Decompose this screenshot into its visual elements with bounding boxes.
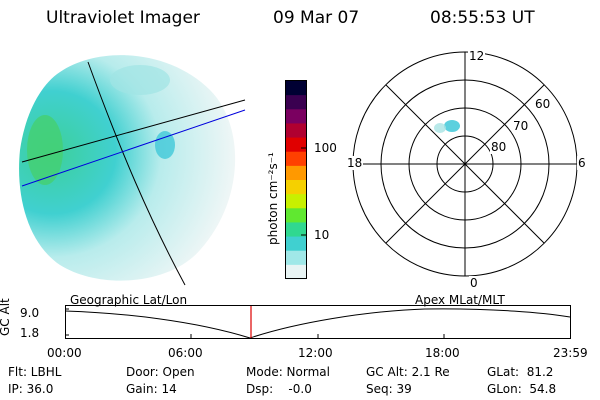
polar-aurora-spot xyxy=(444,120,460,132)
apex-line xyxy=(21,109,246,187)
timeline-y-tick-top: 9.0 xyxy=(20,306,40,320)
colorbar-segment xyxy=(286,95,306,110)
terminator-line xyxy=(87,61,186,286)
timeline-x-tick-0600: 06:00 xyxy=(168,346,203,360)
colorbar-segment xyxy=(286,250,306,266)
info-door: Door: Open xyxy=(126,365,195,379)
colorbar-segment xyxy=(286,109,306,124)
colorbar-segment xyxy=(286,137,306,153)
time-label: 08:55:53 UT xyxy=(430,8,535,28)
colorbar-segment xyxy=(286,123,306,139)
polar-label-6: 6 xyxy=(577,156,587,170)
uv-emission-image xyxy=(19,55,236,281)
info-filter: Flt: LBHL xyxy=(8,365,62,379)
timeline-x-tick-1200: 12:00 xyxy=(298,346,333,360)
timeline-y-tick-bottom: 1.8 xyxy=(20,326,40,340)
polar-label-12: 12 xyxy=(468,49,486,63)
colorbar-segment xyxy=(286,194,306,209)
geo-line xyxy=(21,99,246,163)
polar-label-80: 80 xyxy=(490,140,508,154)
timeline-left-title: Geographic Lat/Lon xyxy=(70,293,188,307)
colorbar-segment xyxy=(286,165,306,181)
info-dsp: Dsp: -0.0 xyxy=(246,382,312,396)
colorbar-segment xyxy=(286,208,306,223)
polar-label-18: 18 xyxy=(346,156,364,170)
colorbar-segment xyxy=(286,264,306,280)
colorbar-segment xyxy=(286,81,306,96)
colorbar-tick-10: 10 xyxy=(314,228,330,242)
timeline-right-title: Apex MLat/MLT xyxy=(415,293,505,307)
colorbar xyxy=(285,80,307,280)
timeline-x-tick-0000: 00:00 xyxy=(47,346,82,360)
info-mode: Mode: Normal xyxy=(246,365,330,379)
info-ip: IP: 36.0 xyxy=(8,382,54,396)
uv-image-panel xyxy=(19,55,246,286)
altitude-curve xyxy=(65,308,571,339)
timeline-plot xyxy=(65,305,571,339)
polar-plot xyxy=(352,51,578,277)
colorbar-segment xyxy=(286,222,306,238)
info-gc-alt: GC Alt: 2.1 Re xyxy=(366,365,450,379)
polar-label-0: 0 xyxy=(469,276,479,290)
colorbar-segment xyxy=(286,236,306,252)
info-gain: Gain: 14 xyxy=(126,382,177,396)
info-glon: GLon: 54.8 xyxy=(487,382,557,396)
polar-label-60: 60 xyxy=(534,97,552,111)
polar-label-70: 70 xyxy=(512,119,530,133)
timeline-x-tick-2359: 23:59 xyxy=(553,346,588,360)
colorbar-segment xyxy=(286,151,306,167)
timeline-x-tick-1800: 18:00 xyxy=(425,346,460,360)
colorbar-segment xyxy=(286,180,306,195)
colorbar-unit-label: photon cm⁻²s⁻¹ xyxy=(266,152,280,245)
date-label: 09 Mar 07 xyxy=(273,8,360,28)
info-glat: GLat: 81.2 xyxy=(487,365,554,379)
timeline-y-label: GC Alt xyxy=(0,298,12,336)
colorbar-tick-100: 100 xyxy=(314,141,337,155)
instrument-title: Ultraviolet Imager xyxy=(46,8,200,28)
info-seq: Seq: 39 xyxy=(366,382,412,396)
